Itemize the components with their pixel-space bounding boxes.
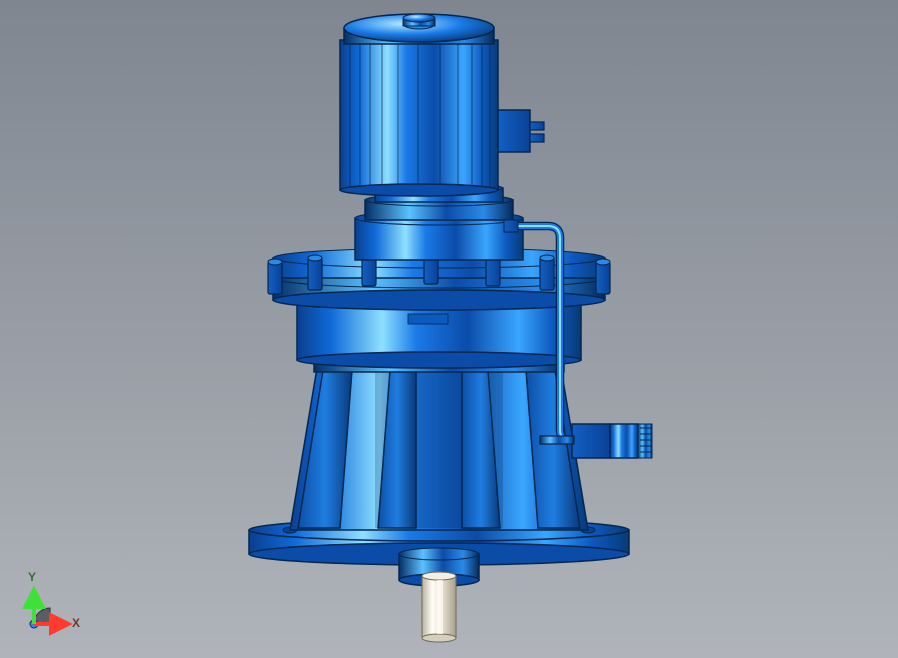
cad-3d-viewport[interactable]: X Y bbox=[0, 0, 898, 658]
motor-top-cap bbox=[344, 14, 494, 44]
terminal-box bbox=[498, 110, 544, 152]
output-shaft bbox=[422, 572, 456, 642]
motor bbox=[340, 14, 544, 196]
model-render bbox=[0, 0, 898, 658]
